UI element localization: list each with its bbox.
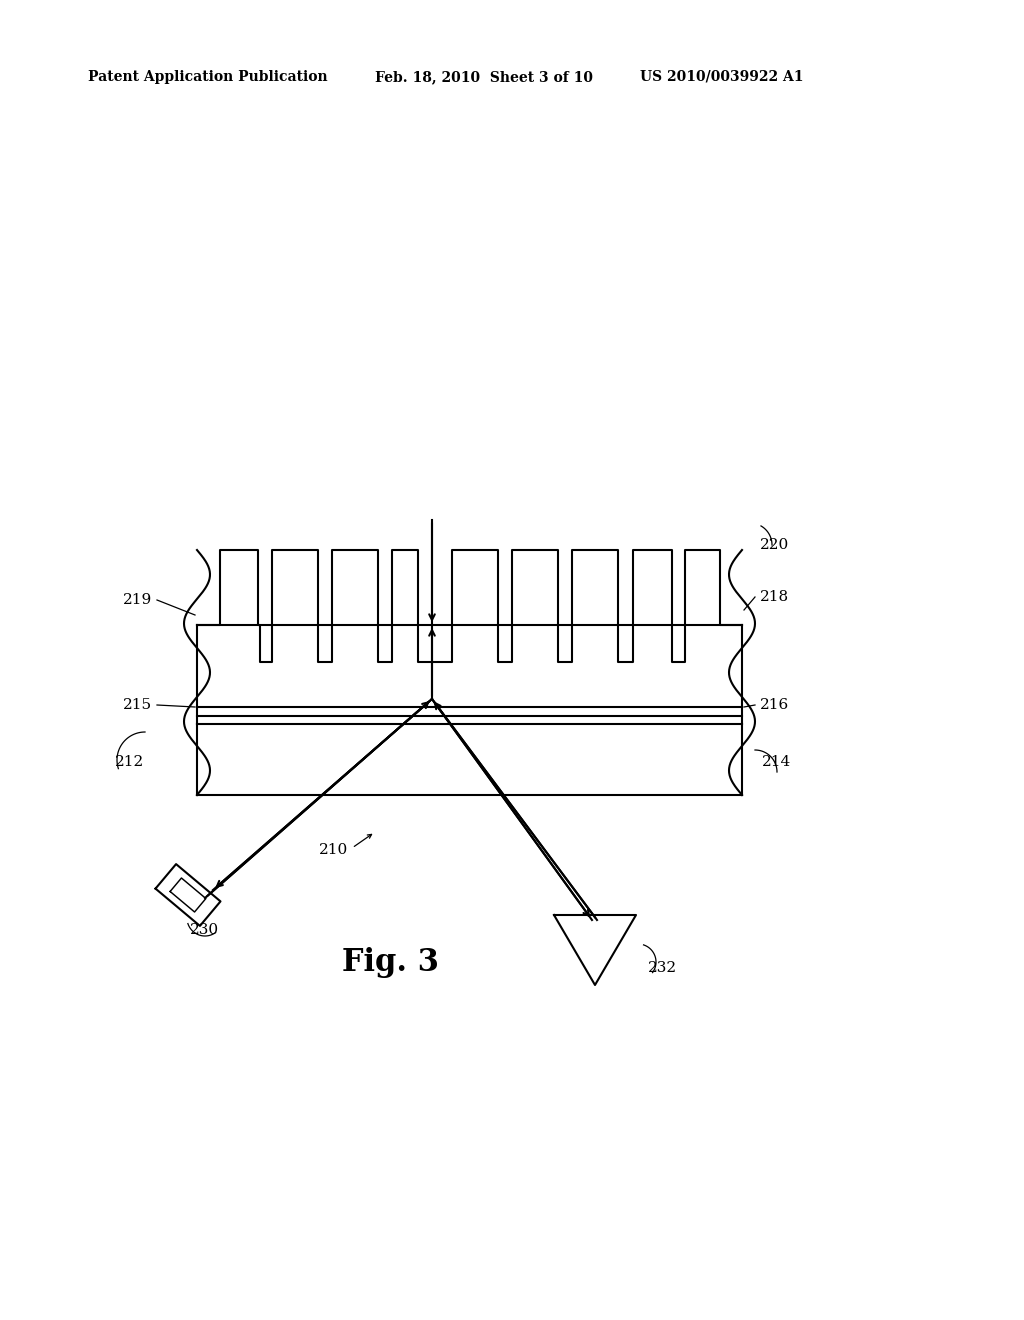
- Text: 218: 218: [760, 590, 790, 605]
- Text: US 2010/0039922 A1: US 2010/0039922 A1: [640, 70, 804, 84]
- Text: 220: 220: [760, 539, 790, 552]
- Text: Fig. 3: Fig. 3: [341, 946, 438, 978]
- Text: 230: 230: [190, 923, 219, 937]
- Text: Patent Application Publication: Patent Application Publication: [88, 70, 328, 84]
- Text: 232: 232: [648, 961, 677, 975]
- Text: 210: 210: [318, 843, 348, 857]
- Text: 212: 212: [115, 755, 144, 770]
- Text: 219: 219: [123, 593, 152, 607]
- Text: 216: 216: [760, 698, 790, 711]
- Text: 214: 214: [762, 755, 792, 770]
- Text: 215: 215: [123, 698, 152, 711]
- Text: Feb. 18, 2010  Sheet 3 of 10: Feb. 18, 2010 Sheet 3 of 10: [375, 70, 593, 84]
